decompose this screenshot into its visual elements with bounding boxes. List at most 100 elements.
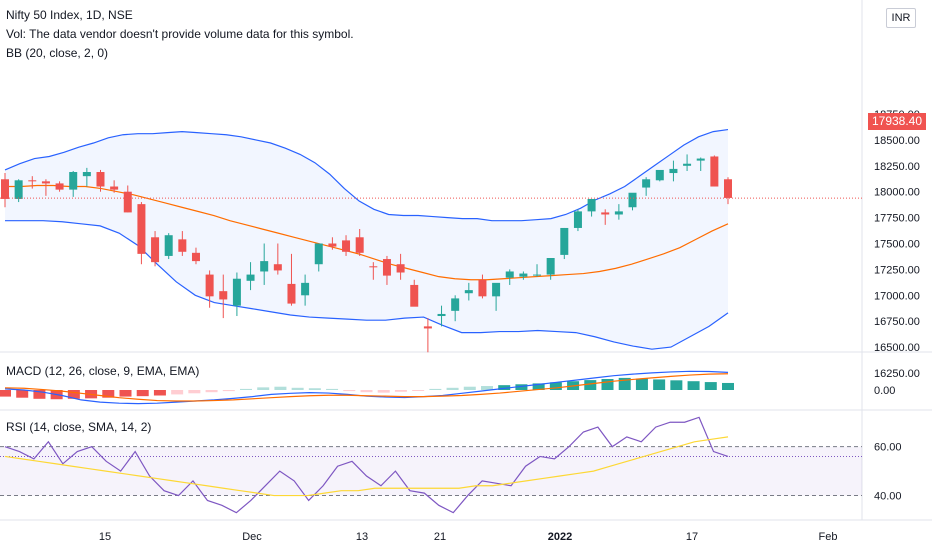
candle-body [573,211,582,228]
candle-body [96,172,105,187]
macd-histogram-bar [584,380,597,390]
macd-histogram-bar [16,390,29,398]
macd-histogram-bar [515,384,528,390]
price-tick-label: 18250.00 [874,161,920,173]
candle-body [724,179,732,198]
bb-legend[interactable]: BB (20, close, 2, 0) [6,46,109,60]
candle-body [314,243,323,265]
macd-histogram-bar [653,379,666,390]
candle-body [478,279,487,297]
price-tick-label: 16250.00 [874,368,920,380]
bb-lower-line [5,220,729,350]
macd-histogram-bar [188,390,201,394]
macd-histogram-bar [153,390,166,396]
candle-body [683,163,692,166]
macd-histogram-bar [360,390,373,393]
candle-body [601,212,610,215]
price-tick-label: 17750.00 [874,213,920,225]
macd-histogram-bar [429,388,442,390]
candle-body [328,243,337,247]
candle-body [642,179,651,188]
candle-body [164,235,173,256]
macd-histogram-bar [412,390,425,391]
rsi-ma-line [4,436,729,497]
macd-histogram-bar [136,390,149,397]
price-tick-label: 17500.00 [874,239,920,251]
rsi-pane[interactable] [0,416,862,514]
time-tick-label: 15 [99,531,111,543]
candlestick-series[interactable] [1,154,732,353]
candle-body [205,274,214,297]
bollinger-band-fill [5,129,728,350]
price-tick-label: 18000.00 [874,187,920,199]
macd-histogram-bar [102,390,115,398]
candle-body [232,278,241,306]
last-price-tag: 17938.40 [868,113,926,130]
rsi-tick-label: 60.00 [874,442,902,454]
macd-histogram-bar [291,387,304,390]
candle-body [560,227,569,255]
bb-upper-line [4,128,729,222]
macd-histogram-bar [274,386,287,390]
candle-body [451,298,460,311]
macd-histogram-bar [240,388,252,390]
time-tick-label: Dec [242,531,262,543]
candle-body [178,239,187,252]
macd-histogram-bar [722,382,734,390]
candle-body [505,271,514,278]
price-axis[interactable]: 18750.0018500.0018250.0018000.0017750.00… [874,109,920,503]
candle-body [710,156,719,187]
candle-body [382,259,391,276]
time-tick-label: 13 [356,531,368,543]
bb-fill-area [5,129,728,350]
macd-histogram-bar [257,387,270,390]
macd-histogram-bar [549,382,562,390]
currency-badge[interactable]: INR [886,8,916,28]
candle-body [696,158,705,161]
macd-histogram-bar [308,388,321,390]
price-tick-label: 17000.00 [874,290,920,302]
candle-body [287,283,296,304]
macd-legend[interactable]: MACD (12, 26, close, 9, EMA, EMA) [6,364,200,378]
price-tick-label: 16750.00 [874,316,920,328]
grid-lines [0,0,932,521]
candle-body [410,284,419,307]
price-tick-label: 16500.00 [874,342,920,354]
macd-histogram-bar [704,382,717,390]
candle-body [41,181,50,184]
candle-body [123,191,132,213]
candle-body [464,290,473,294]
macd-histogram-bar [463,386,476,390]
candle-body [614,211,623,215]
rsi-tick-label: 40.00 [874,491,902,503]
time-tick-label: 2022 [548,531,572,543]
macd-histogram-bar [394,390,407,392]
candle-body [69,172,78,190]
time-tick-label: Feb [819,531,838,543]
candle-body [519,273,528,277]
rsi-legend[interactable]: RSI (14, close, SMA, 14, 2) [6,420,152,434]
macd-histogram-bar [481,386,493,390]
candle-body [437,313,446,317]
symbol-title[interactable]: Nifty 50 Index, 1D, NSE [6,8,133,22]
candle-body [82,172,91,177]
price-tick-label: 18500.00 [874,135,920,147]
candle-body [246,274,255,281]
rsi-band [0,446,862,496]
signal-line [4,373,729,402]
time-axis[interactable]: 15 Dec 13 21 2022 17 Feb [99,531,838,543]
macd-histogram-bar [205,390,218,393]
candle-body [396,264,405,273]
candle-body [110,186,119,190]
macd-pane[interactable] [0,370,734,405]
candle-body [423,326,432,329]
macd-histogram-bar [687,381,700,390]
macd-histogram-bar [222,390,235,392]
candle-body [369,266,378,268]
candle-body [301,282,310,296]
candle-body [1,179,9,199]
candle-body [55,183,64,190]
candle-body [28,180,37,182]
